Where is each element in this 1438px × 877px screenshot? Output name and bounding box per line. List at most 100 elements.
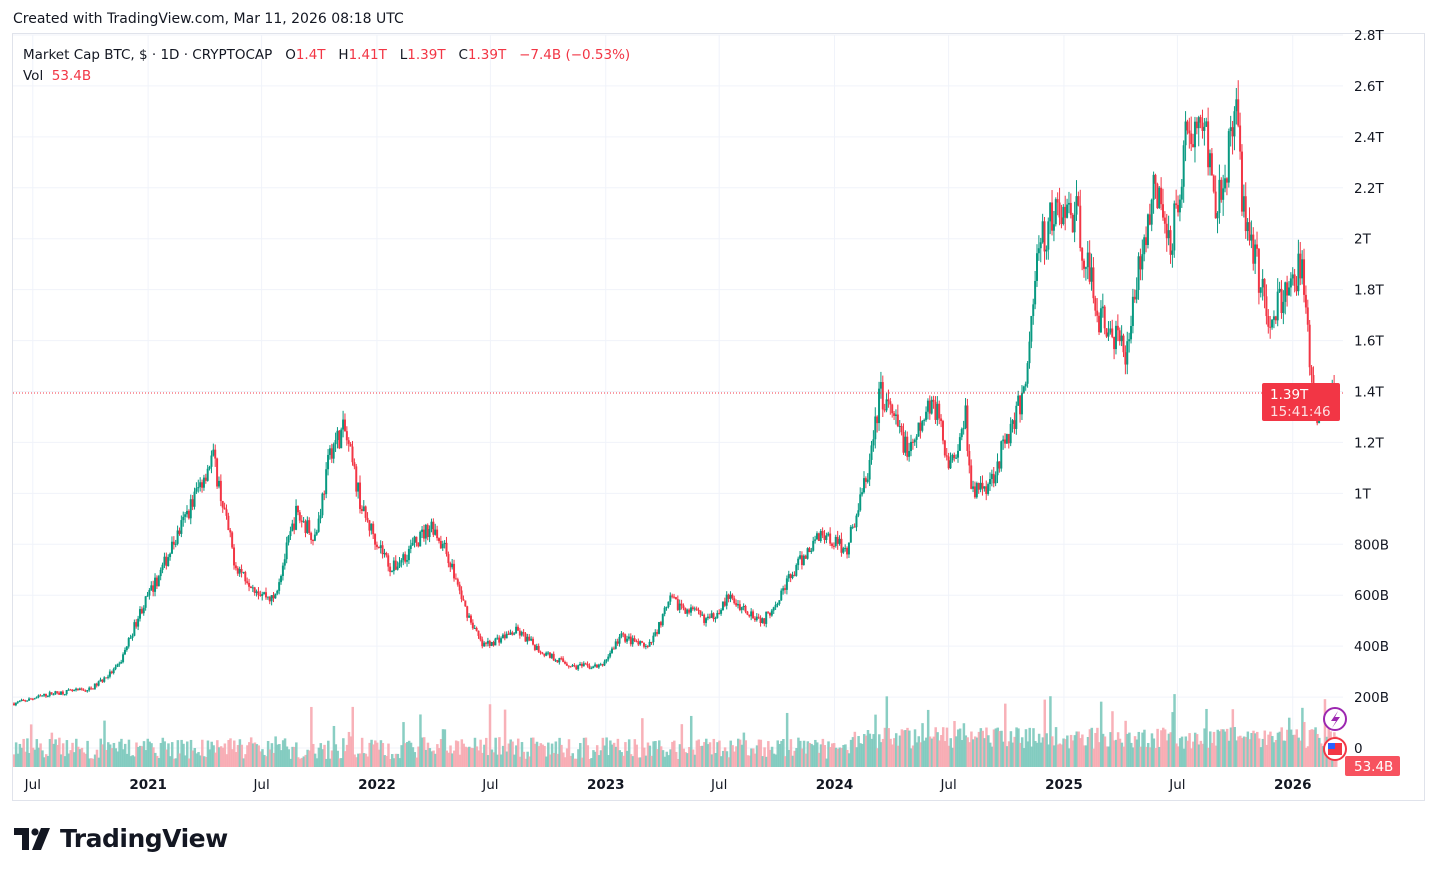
candle-body xyxy=(1005,434,1008,444)
open-label: O xyxy=(285,47,296,63)
volume-bar xyxy=(622,755,625,767)
candle-body xyxy=(716,612,719,619)
volume-bar xyxy=(635,744,638,767)
volume-bar xyxy=(1152,738,1156,767)
volume-bar xyxy=(573,758,576,767)
volume-bar xyxy=(836,748,840,767)
volume-bar xyxy=(708,742,712,767)
volume-bar xyxy=(1312,729,1315,767)
candle-body xyxy=(926,400,929,412)
candle-body xyxy=(1133,296,1136,300)
candle-body xyxy=(705,618,708,623)
candle-body xyxy=(1248,222,1251,241)
candle-body xyxy=(708,616,711,618)
volume-bar xyxy=(627,739,631,767)
volume-bar xyxy=(1271,736,1274,767)
candle-body xyxy=(343,419,346,432)
candle-body xyxy=(161,564,164,570)
candle-body xyxy=(1222,188,1225,200)
volume-bar xyxy=(996,727,1000,767)
volume-bar xyxy=(1113,740,1116,767)
candle-body xyxy=(449,563,452,568)
candle-body xyxy=(313,534,316,541)
volume-bar xyxy=(460,739,464,767)
candle-body xyxy=(1205,121,1208,127)
volume-bar xyxy=(940,735,943,767)
volume-bar xyxy=(135,742,138,767)
price-tick-label: 200B xyxy=(1354,690,1389,706)
candle-body xyxy=(447,554,450,564)
candle-body xyxy=(475,627,478,631)
candle-body xyxy=(375,544,378,547)
candle-body xyxy=(131,635,134,638)
candle-body xyxy=(940,418,943,422)
volume-bar xyxy=(1118,738,1122,767)
candle-body xyxy=(802,555,805,566)
volume-bar xyxy=(1047,744,1050,767)
candle-body xyxy=(485,642,488,644)
candle-body xyxy=(20,699,23,702)
volume-bar xyxy=(1205,708,1208,767)
volume-bar xyxy=(565,748,569,767)
candle-body xyxy=(272,595,275,599)
candle-body xyxy=(1148,214,1151,225)
close-value: 1.39T xyxy=(467,47,507,63)
volume-bar xyxy=(75,738,78,767)
candle-body xyxy=(1041,221,1044,243)
candle-body xyxy=(182,516,185,521)
candle-body xyxy=(44,693,47,697)
candle-body xyxy=(353,462,356,467)
volume-bar xyxy=(99,738,103,767)
tradingview-logo[interactable]: TradingView xyxy=(14,824,228,853)
candle-body xyxy=(650,641,653,643)
volume-bar xyxy=(1265,744,1268,767)
candle-body xyxy=(594,664,597,667)
volume-bar xyxy=(834,747,838,767)
volume-bar xyxy=(832,743,836,767)
volume-bar xyxy=(768,749,772,767)
volume-bar xyxy=(874,714,877,767)
candle-body xyxy=(492,642,495,646)
volume-bar xyxy=(283,738,287,767)
candle-body xyxy=(861,492,864,495)
candle-body xyxy=(682,605,685,609)
volume-bar xyxy=(1178,738,1182,767)
candle-body xyxy=(994,475,997,484)
candle-body xyxy=(1267,316,1270,327)
volume-bar xyxy=(1235,740,1238,767)
us-flag-event-icon[interactable] xyxy=(1323,737,1347,761)
volume-bar xyxy=(464,746,467,767)
candle-body xyxy=(808,548,811,553)
symbol-title[interactable]: Market Cap BTC, $ · 1D · CRYPTOCAP xyxy=(23,47,273,63)
volume-bar xyxy=(406,742,409,767)
candle-body xyxy=(43,693,46,696)
candle-body xyxy=(360,508,363,511)
candle-body xyxy=(597,664,600,668)
volume-bar xyxy=(261,749,264,767)
volume-bar xyxy=(1199,740,1203,767)
candle-body xyxy=(86,690,89,692)
candle-body xyxy=(846,547,849,555)
volume-bar xyxy=(932,736,936,767)
candle-body xyxy=(291,523,294,532)
candle-body xyxy=(740,607,743,611)
candle-body xyxy=(310,533,313,541)
volume-bar xyxy=(1037,733,1041,767)
volume-bar xyxy=(509,739,512,767)
candle-body xyxy=(409,545,412,549)
volume-bar xyxy=(449,745,452,767)
candle-body xyxy=(308,520,311,534)
candle-body xyxy=(998,461,1001,469)
lightning-icon[interactable] xyxy=(1323,707,1347,731)
candle-body xyxy=(545,652,548,656)
price-tick-label: 2.8T xyxy=(1354,28,1384,44)
candle-body xyxy=(1081,247,1084,261)
candle-body xyxy=(847,542,850,555)
candle-body xyxy=(1114,325,1117,350)
volume-bar xyxy=(1137,731,1141,767)
volume-bar xyxy=(60,754,63,767)
candle-body xyxy=(966,405,969,452)
volume-bar xyxy=(1045,733,1048,767)
candle-body xyxy=(1071,214,1074,233)
